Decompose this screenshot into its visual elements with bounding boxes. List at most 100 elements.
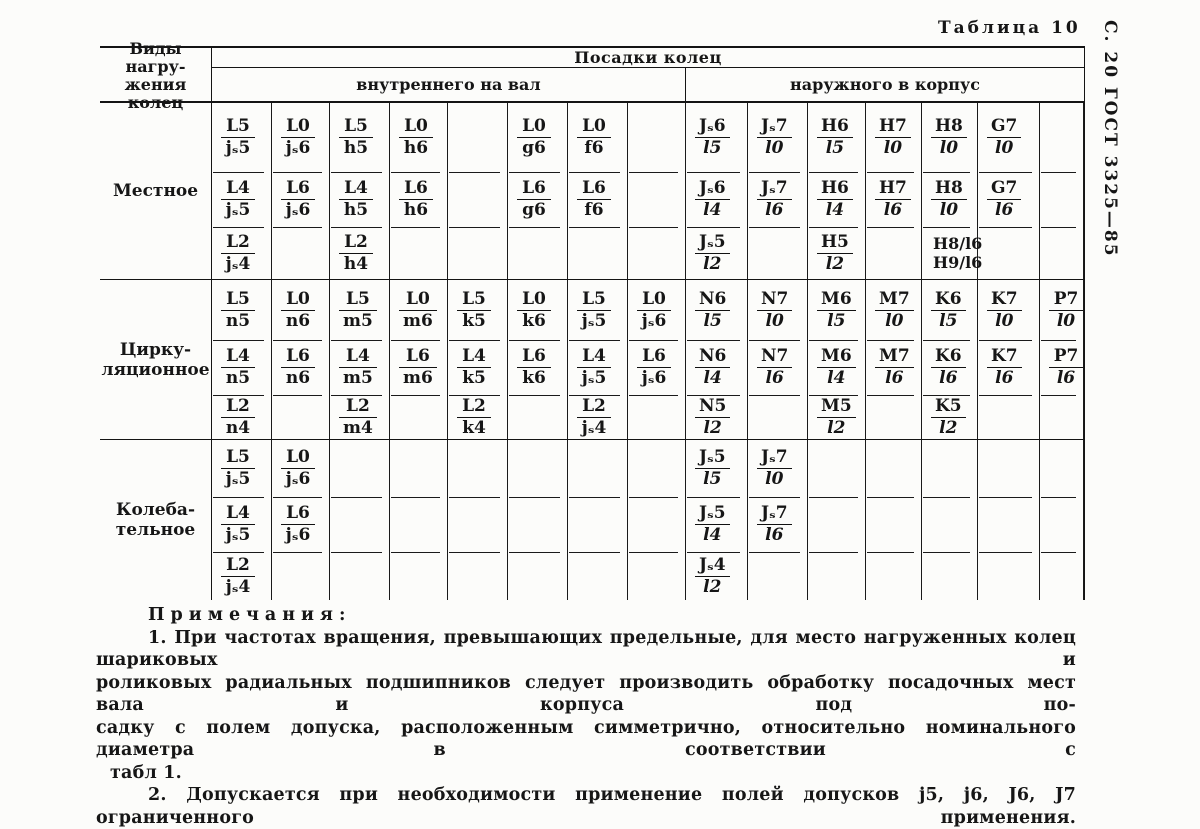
fit-numerator: L2 [339,396,377,418]
fit-fraction: L4 k5 [457,347,491,388]
fit-denominator: l5 [703,310,722,331]
fit-fraction: L6 n6 [281,347,315,388]
fit-fraction: Jₛ4 l2 [695,555,730,597]
note-line: табл 1. [110,762,182,783]
note-line: 1. При частотах вращения, превышающих пр… [96,627,1076,671]
fit-cell: L6 g6 [508,172,568,228]
fit-fraction: M7 l0 [875,289,914,331]
fit-cell [978,395,1040,440]
fit-denominator: jₛ6 [641,368,667,388]
fit-denominator: jₛ6 [285,200,311,220]
fit-cell [628,103,686,173]
fit-denominator: l0 [765,138,784,158]
fit-cell [808,440,866,498]
section-label: Колеба- тельное [100,440,212,600]
fit-denominator: m6 [403,368,433,388]
fit-cell: M5 l2 [808,395,866,440]
fit-numerator: H7 [875,179,911,200]
fit-numerator: L6 [637,347,671,368]
fit-cell: H6 l4 [808,172,866,228]
fit-numerator: Jₛ4 [695,555,730,577]
fit-cell: L0 m6 [390,280,448,341]
fit-numerator: Jₛ6 [695,117,730,138]
fit-numerator: N6 [695,347,731,368]
fit-fraction: L4 jₛ5 [221,504,255,545]
fit-numerator: L2 [221,396,255,418]
fit-cell [628,172,686,228]
fit-numerator: L0 [517,289,551,311]
fit-cell: Jₛ7 l0 [748,103,808,173]
fit-fraction: M6 l4 [817,347,856,388]
fit-fraction: Jₛ7 l0 [757,117,792,158]
fit-denominator: g6 [522,200,546,220]
fit-numerator: L4 [577,347,611,368]
fit-denominator: m5 [343,368,373,388]
fit-denominator: l6 [995,200,1014,220]
fit-numerator: H6 [817,117,853,138]
fit-fraction: L5 jₛ5 [221,117,255,158]
fit-fraction: Jₛ6 l5 [695,117,730,158]
corner-header: Виды нагру- жения колец [100,39,212,111]
fit-cell: M7 l0 [866,280,922,341]
fit-fraction: H8 l0 [931,179,967,220]
fit-fraction: Jₛ5 l5 [695,448,730,489]
fit-cell: L0 h6 [390,103,448,173]
fit-cell [748,552,808,600]
fit-numerator: M7 [875,289,914,311]
fit-cell: Jₛ7 l6 [748,172,808,228]
fit-cell: L0 g6 [508,103,568,173]
fit-denominator: n4 [225,417,251,438]
fit-cell [922,552,978,600]
fit-numerator: L2 [221,232,255,254]
fit-numerator: L6 [399,179,433,200]
fit-denominator: l0 [995,138,1014,158]
fit-cell: M6 l5 [808,280,866,341]
fit-fraction: K5 l2 [931,396,966,438]
fit-cell [866,395,922,440]
fit-numerator: L0 [577,117,611,138]
fit-numerator: L6 [517,179,551,200]
fit-fraction: L6 jₛ6 [637,347,671,388]
fit-cell: Jₛ5 l5 [686,440,748,498]
fit-denominator: jₛ5 [581,310,607,331]
fit-denominator: f6 [584,138,604,158]
fit-cell [330,497,390,553]
fit-numerator: L6 [281,504,315,525]
fit-fraction: P7 l6 [1049,347,1083,388]
fit-fraction: H8 l0 [931,117,967,158]
fit-fraction: L6 jₛ6 [281,179,315,220]
fit-fraction: L6 h6 [399,179,433,220]
fit-numerator: N7 [757,289,793,311]
fit-cell [330,552,390,600]
fit-denominator: h6 [403,200,429,220]
fit-cell [390,440,448,498]
fit-numerator: L6 [281,347,315,368]
fit-cell [448,227,508,280]
fit-denominator: l0 [995,310,1014,331]
fit-fraction: K7 l0 [987,289,1022,331]
fit-fraction: L2 jₛ4 [221,555,255,597]
fit-fraction: L2 jₛ4 [221,232,255,274]
fit-numerator: H8 [931,117,967,138]
fit-denominator: l0 [765,469,784,489]
fit-numerator: H8 [931,179,967,200]
fit-cell: H5 l2 [808,227,866,280]
fit-cell: L0 jₛ6 [272,440,330,498]
fit-cell: H6 l5 [808,103,866,173]
fit-denominator: l5 [703,138,722,158]
fit-cell [866,497,922,553]
fit-denominator: l2 [703,417,722,438]
subheader-outer-housing: наружного в корпус [686,68,1084,103]
fit-cell: L4 jₛ5 [212,497,272,553]
fit-fraction: L0 k6 [517,289,551,331]
fit-fraction: H5 l2 [817,232,853,274]
fit-fraction: L5 k5 [457,289,491,331]
fit-fraction: L0 g6 [517,117,551,158]
fit-cell [390,552,448,600]
fits-table: Виды нагру- жения колец Посадки колец вн… [100,39,1085,600]
fit-cell [866,440,922,498]
fit-cell [448,103,508,173]
fit-cell [272,395,330,440]
fit-cell: N5 l2 [686,395,748,440]
fit-cell [978,497,1040,553]
